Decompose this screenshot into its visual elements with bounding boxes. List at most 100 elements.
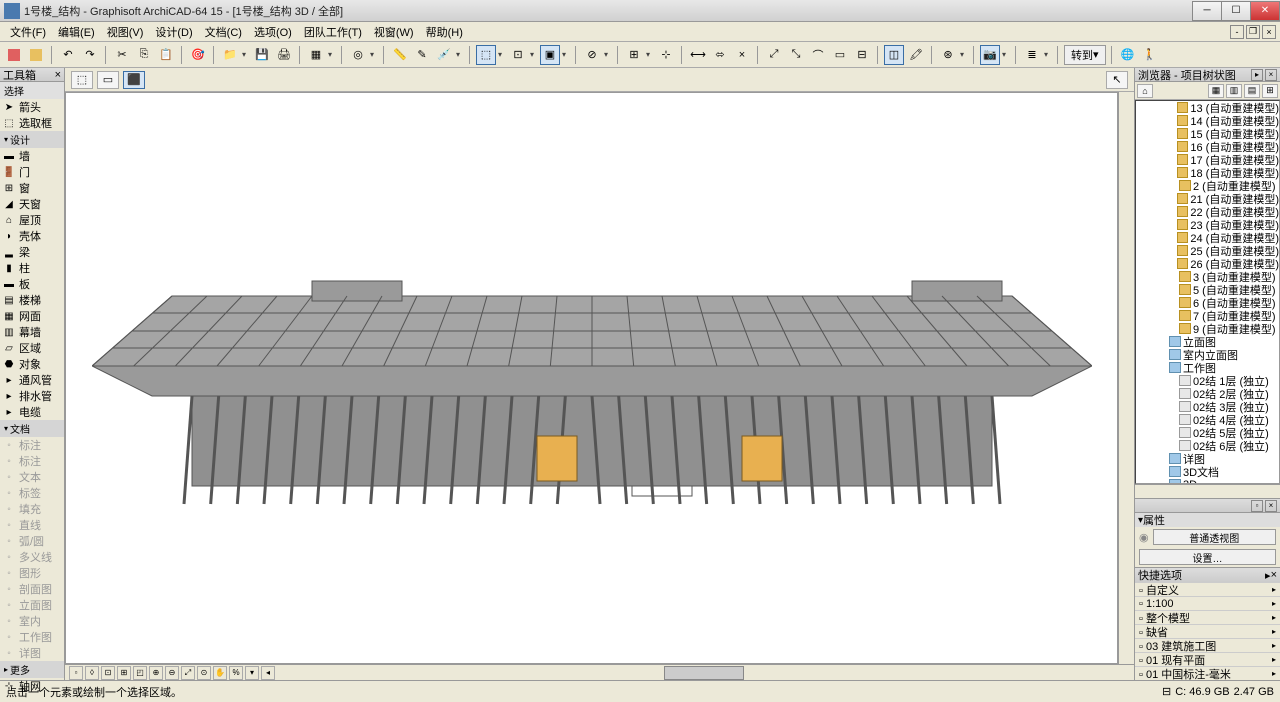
tool-窗[interactable]: ⊞窗: [0, 180, 64, 196]
goto-button[interactable]: 转到 ▾: [1064, 45, 1106, 65]
open-button[interactable]: [26, 45, 46, 65]
doc-category[interactable]: 文档: [0, 420, 64, 437]
navigator-close-icon[interactable]: ×: [1265, 69, 1277, 81]
rect-button[interactable]: ▭: [830, 45, 850, 65]
quick-option[interactable]: ▫ 1:100▸: [1135, 596, 1280, 610]
quick-option[interactable]: ▫ 03 建筑施工图▸: [1135, 638, 1280, 652]
navigator-hscroll[interactable]: [1135, 484, 1280, 498]
tree-item[interactable]: 3D文档: [1136, 465, 1279, 478]
tool-填充[interactable]: ◦填充: [0, 501, 64, 517]
qo-close-icon[interactable]: ×: [1271, 569, 1277, 581]
info-btn-1[interactable]: ⬚: [71, 71, 93, 89]
mdi-close-button[interactable]: ×: [1262, 25, 1276, 39]
viewport-hscrollbar[interactable]: [279, 664, 1134, 680]
tool-文本[interactable]: ◦文本: [0, 469, 64, 485]
3d-viewport[interactable]: [65, 92, 1118, 664]
tool-梁[interactable]: ▂梁: [0, 244, 64, 260]
toolbox-close-icon[interactable]: ×: [55, 69, 61, 81]
paste-button[interactable]: 📋: [156, 45, 176, 65]
cut-button[interactable]: ✂: [112, 45, 132, 65]
split2-button[interactable]: ⤡: [786, 45, 806, 65]
maximize-button[interactable]: ☐: [1221, 1, 1251, 21]
tool-壳体[interactable]: ◗壳体: [0, 228, 64, 244]
tool-门[interactable]: 🚪门: [0, 164, 64, 180]
ruler-btn-2[interactable]: ◊: [85, 666, 99, 680]
layers-button[interactable]: ≣: [1022, 45, 1042, 65]
props-value[interactable]: 普通透视图: [1153, 529, 1276, 545]
props-close-icon[interactable]: ×: [1265, 500, 1277, 512]
tool-板[interactable]: ▬板: [0, 276, 64, 292]
trace-button[interactable]: ◎: [348, 45, 368, 65]
viewport-vscrollbar[interactable]: [1118, 92, 1134, 664]
nav-tb-2-button[interactable]: ▥: [1226, 84, 1242, 98]
undo-button[interactable]: ↶: [58, 45, 78, 65]
tool-弧/圆[interactable]: ◦弧/圆: [0, 533, 64, 549]
tool-多义线[interactable]: ◦多义线: [0, 549, 64, 565]
folder-button[interactable]: 📁: [220, 45, 240, 65]
tool-标签[interactable]: ◦标签: [0, 485, 64, 501]
tool-天窗[interactable]: ◢天窗: [0, 196, 64, 212]
globe-button[interactable]: 🌐: [1118, 45, 1138, 65]
grid-button[interactable]: ⊞: [624, 45, 644, 65]
navigator-pin-icon[interactable]: ▸: [1251, 69, 1263, 81]
mdi-restore-button[interactable]: ❐: [1246, 25, 1260, 39]
tool-标注[interactable]: ◦标注: [0, 453, 64, 469]
nav-tb-project-button[interactable]: ⌂: [1137, 84, 1153, 98]
menu-文档(C)[interactable]: 文档(C): [199, 24, 248, 40]
arc-button[interactable]: ⌒: [808, 45, 828, 65]
dim2-button[interactable]: ⬄: [710, 45, 730, 65]
nav-tb-4-button[interactable]: ⊞: [1262, 84, 1278, 98]
menu-视图(V)[interactable]: 视图(V): [101, 24, 150, 40]
nav-tb-3-button[interactable]: ▤: [1244, 84, 1260, 98]
tool-排水管[interactable]: ▸排水管: [0, 388, 64, 404]
minimize-button[interactable]: ─: [1192, 1, 1222, 21]
pick-button[interactable]: 🎯: [188, 45, 208, 65]
pencil-button[interactable]: ✎: [412, 45, 432, 65]
dim1-button[interactable]: ⟷: [688, 45, 708, 65]
menu-帮助(H)[interactable]: 帮助(H): [420, 24, 469, 40]
quick-option[interactable]: ▫ 整个模型▸: [1135, 610, 1280, 624]
ruler-btn-6[interactable]: ⊕: [149, 666, 163, 680]
select-mode-2-button[interactable]: ⊡: [508, 45, 528, 65]
tool-区域[interactable]: ▱区域: [0, 340, 64, 356]
quick-option[interactable]: ▫ 01 中国标注-毫米▸: [1135, 666, 1280, 680]
ruler-btn-12[interactable]: ▾: [245, 666, 259, 680]
quick-option[interactable]: ▫ 01 现有平面▸: [1135, 652, 1280, 666]
info-arrow-button[interactable]: ↖: [1106, 71, 1128, 89]
ruler-btn-8[interactable]: ⤢: [181, 666, 195, 680]
save-button[interactable]: 💾: [252, 45, 272, 65]
tool-详图[interactable]: ◦详图: [0, 645, 64, 661]
redo-button[interactable]: ↷: [80, 45, 100, 65]
dim-x-button[interactable]: ×: [732, 45, 752, 65]
nav-tb-1-button[interactable]: ▦: [1208, 84, 1224, 98]
orbit-button[interactable]: ⊛: [938, 45, 958, 65]
quick-option[interactable]: ▫ 自定义▸: [1135, 582, 1280, 596]
suspend-button[interactable]: ⊘: [582, 45, 602, 65]
ruler-btn-13[interactable]: ◂: [261, 666, 275, 680]
select-mode-1-button[interactable]: ⬚: [476, 45, 496, 65]
ruler-btn-1[interactable]: ▫: [69, 666, 83, 680]
menu-视窗(W)[interactable]: 视窗(W): [368, 24, 420, 40]
tool-对象[interactable]: ⬣对象: [0, 356, 64, 372]
edit-button[interactable]: ⊟: [852, 45, 872, 65]
menu-编辑(E)[interactable]: 编辑(E): [52, 24, 101, 40]
arrow-tool[interactable]: ➤箭头: [0, 99, 64, 115]
measure-button[interactable]: 📏: [390, 45, 410, 65]
tree-item[interactable]: 02结 6层 (独立): [1136, 439, 1279, 452]
ruler-btn-10[interactable]: ✋: [213, 666, 227, 680]
tool-墙[interactable]: ▬墙: [0, 148, 64, 164]
print-button[interactable]: 🖨: [274, 45, 294, 65]
navigator-tree[interactable]: 13 (自动重建模型)14 (自动重建模型)15 (自动重建模型)16 (自动重…: [1135, 100, 1280, 484]
ruler-btn-4[interactable]: ⊞: [117, 666, 131, 680]
ruler-btn-5[interactable]: ◰: [133, 666, 147, 680]
camera-button[interactable]: 📷: [980, 45, 1000, 65]
plot-button[interactable]: ▦: [306, 45, 326, 65]
snap-button[interactable]: ⊹: [656, 45, 676, 65]
tool-柱[interactable]: ▮柱: [0, 260, 64, 276]
settings-button[interactable]: 设置…: [1139, 549, 1276, 565]
tool-网面[interactable]: ▦网面: [0, 308, 64, 324]
view-2d-button[interactable]: ◫: [884, 45, 904, 65]
tool-工作图[interactable]: ◦工作图: [0, 629, 64, 645]
more-category[interactable]: 更多: [0, 661, 64, 678]
marker-button[interactable]: 🖍: [906, 45, 926, 65]
